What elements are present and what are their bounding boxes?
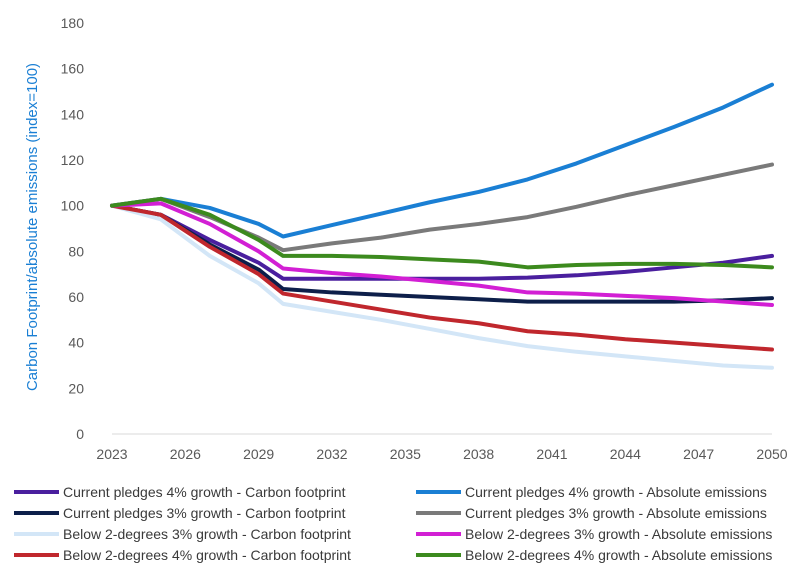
legend-label: Current pledges 3% growth - Absolute emi…	[465, 505, 767, 521]
y-tick-label: 80	[68, 243, 84, 259]
x-tick-label: 2041	[536, 446, 567, 462]
y-tick-label: 160	[61, 61, 85, 77]
legend-swatch	[14, 532, 59, 536]
series-line	[110, 201, 774, 307]
series-line	[110, 203, 774, 281]
series-line	[110, 196, 774, 270]
x-tick-label: 2029	[243, 446, 274, 462]
y-tick-label: 60	[68, 289, 84, 305]
x-tick-label: 2044	[610, 446, 641, 462]
legend-swatch	[14, 490, 59, 494]
legend-swatch	[416, 490, 461, 494]
y-tick-label: 40	[68, 335, 84, 351]
y-tick-label: 20	[68, 380, 84, 396]
legend-label: Below 2-degrees 3% growth - Absolute emi…	[465, 526, 773, 542]
legend-swatch	[416, 532, 461, 536]
series-line	[110, 82, 774, 239]
legend-label: Current pledges 4% growth - Absolute emi…	[465, 484, 767, 500]
series-line	[110, 203, 774, 370]
x-tick-label: 2023	[96, 446, 127, 462]
y-axis-label: Carbon Footprint/absolute emissions (ind…	[24, 63, 41, 391]
x-tick-label: 2050	[756, 446, 787, 462]
x-tick-label: 2047	[683, 446, 714, 462]
legend-item: Current pledges 4% growth - Carbon footp…	[14, 482, 345, 502]
line-chart: Carbon Footprint/absolute emissions (ind…	[24, 15, 788, 462]
legend-item: Below 2-degrees 4% growth - Absolute emi…	[416, 545, 772, 565]
legend: Current pledges 4% growth - Carbon footp…	[0, 478, 806, 578]
legend-swatch	[14, 553, 59, 557]
legend-swatch	[416, 511, 461, 515]
legend-swatch	[14, 511, 59, 515]
legend-label: Below 2-degrees 3% growth - Carbon footp…	[63, 526, 351, 542]
legend-label: Below 2-degrees 4% growth - Absolute emi…	[465, 547, 773, 563]
legend-item: Below 2-degrees 4% growth - Carbon footp…	[14, 545, 351, 565]
x-tick-label: 2038	[463, 446, 494, 462]
legend-swatch	[416, 553, 461, 557]
legend-label: Below 2-degrees 4% growth - Carbon footp…	[63, 547, 351, 563]
x-tick-labels: 2023 2026 2029 2032 2035 2038 2041 2044 2047 2050	[96, 446, 787, 462]
series-line	[110, 203, 774, 352]
series-lines	[110, 82, 774, 370]
legend-item: Current pledges 3% growth - Carbon footp…	[14, 503, 345, 523]
y-axis-label-group: Carbon Footprint/absolute emissions (ind…	[24, 63, 41, 391]
legend-label: Current pledges 3% growth - Carbon footp…	[63, 505, 346, 521]
series-line	[110, 203, 774, 304]
legend-item: Current pledges 3% growth - Absolute emi…	[416, 503, 767, 523]
y-tick-label: 100	[61, 198, 85, 214]
y-tick-label: 0	[76, 426, 84, 442]
legend-item: Below 2-degrees 3% growth - Absolute emi…	[416, 524, 772, 544]
x-tick-label: 2026	[170, 446, 201, 462]
y-tick-label: 140	[61, 106, 85, 122]
y-tick-labels: 0 20 40 60 80 100 120 140 160 180	[61, 15, 85, 442]
y-tick-label: 120	[61, 152, 85, 168]
legend-label: Current pledges 4% growth - Carbon footp…	[63, 484, 346, 500]
x-tick-label: 2035	[390, 446, 421, 462]
legend-item: Below 2-degrees 3% growth - Carbon footp…	[14, 524, 351, 544]
x-tick-label: 2032	[316, 446, 347, 462]
legend-item: Current pledges 4% growth - Absolute emi…	[416, 482, 767, 502]
y-tick-label: 180	[61, 15, 85, 31]
